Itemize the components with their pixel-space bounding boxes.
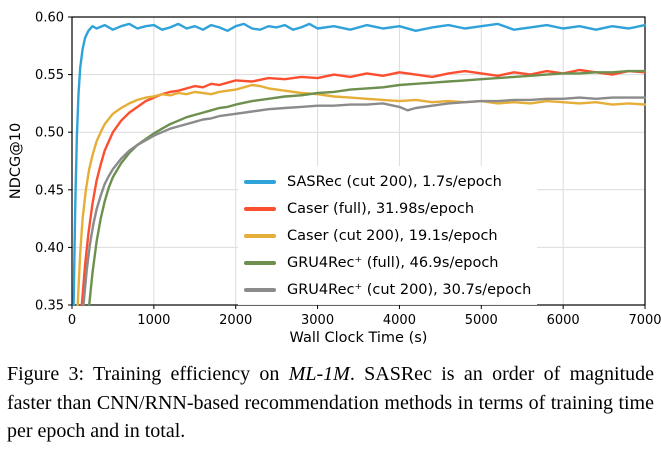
- svg-text:0.55: 0.55: [35, 68, 64, 83]
- svg-text:7000: 7000: [628, 313, 661, 328]
- svg-text:0.35: 0.35: [35, 299, 64, 314]
- figure-caption: Figure 3: Training efficiency on ML-1M. …: [7, 360, 654, 446]
- svg-text:NDCG@10: NDCG@10: [8, 123, 24, 199]
- legend-swatch: [244, 233, 276, 238]
- legend-item-gru4rec-cut200: GRU4Rec⁺ (cut 200), 30.7s/epoch: [244, 276, 531, 303]
- legend-swatch: [244, 287, 276, 292]
- svg-text:0.45: 0.45: [35, 183, 64, 198]
- svg-text:0: 0: [68, 313, 76, 328]
- training-efficiency-chart: 0 1000 2000 3000 4000 5000 6000 7000 0.35 0.40 0.4…: [8, 11, 661, 347]
- svg-text:0.60: 0.60: [35, 11, 64, 26]
- svg-text:1000: 1000: [137, 313, 170, 328]
- svg-text:3000: 3000: [301, 313, 334, 328]
- caption-dataset-name: ML-1M: [288, 363, 350, 385]
- legend-swatch: [244, 179, 276, 184]
- legend-label: GRU4Rec⁺ (cut 200), 30.7s/epoch: [287, 281, 532, 298]
- svg-text:0.50: 0.50: [35, 126, 64, 141]
- legend-swatch: [244, 260, 276, 265]
- chart-canvas: 0 1000 2000 3000 4000 5000 6000 7000 0.35 0.40 0.4…: [8, 11, 661, 347]
- chart-legend: SASRec (cut 200), 1.7s/epoch Caser (full…: [238, 166, 538, 305]
- legend-label: Caser (full), 31.98s/epoch: [287, 200, 475, 217]
- svg-text:4000: 4000: [383, 313, 416, 328]
- svg-text:2000: 2000: [219, 313, 252, 328]
- legend-item-caser-full: Caser (full), 31.98s/epoch: [244, 195, 531, 222]
- legend-item-caser-cut200: Caser (cut 200), 19.1s/epoch: [244, 222, 531, 249]
- legend-label: Caser (cut 200), 19.1s/epoch: [287, 227, 498, 244]
- legend-swatch: [244, 206, 276, 211]
- svg-text:0.40: 0.40: [35, 241, 64, 256]
- legend-item-sasrec-cut200: SASRec (cut 200), 1.7s/epoch: [244, 168, 531, 195]
- caption-prefix: Figure 3: Training efficiency on: [7, 363, 289, 385]
- caption-rest: . SASRec is an order of magnitude faster…: [7, 363, 655, 443]
- svg-text:Wall Clock Time (s): Wall Clock Time (s): [290, 330, 428, 346]
- legend-label: GRU4Rec⁺ (full), 46.9s/epoch: [287, 254, 499, 271]
- svg-text:6000: 6000: [547, 313, 580, 328]
- legend-item-gru4rec-full: GRU4Rec⁺ (full), 46.9s/epoch: [244, 249, 531, 276]
- svg-text:5000: 5000: [465, 313, 498, 328]
- legend-label: SASRec (cut 200), 1.7s/epoch: [287, 173, 502, 190]
